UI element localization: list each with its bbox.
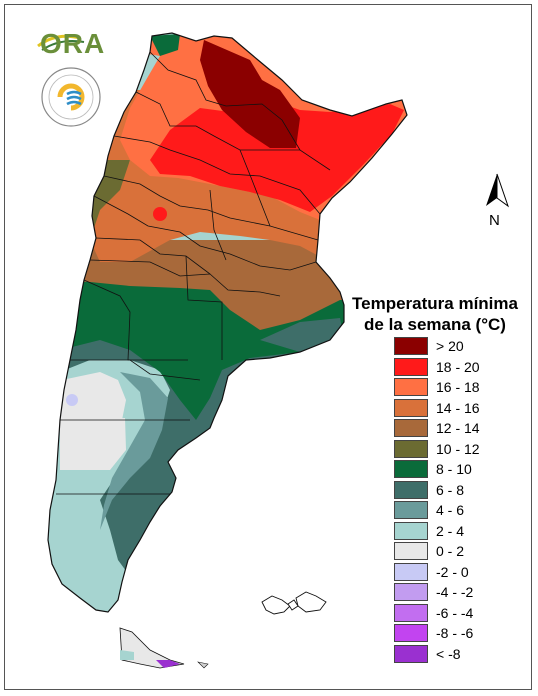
legend-swatch [394, 337, 428, 356]
legend-item: 6 - 8 [394, 480, 480, 501]
smn-seal-icon [41, 67, 101, 127]
legend-item: < -8 [394, 644, 480, 665]
legend-swatch [394, 378, 428, 397]
legend-swatch [394, 439, 428, 458]
legend-swatch [394, 480, 428, 499]
legend-label: < -8 [436, 645, 461, 662]
legend-item: 2 - 4 [394, 521, 480, 542]
legend-label: 14 - 16 [436, 399, 480, 416]
legend-item: -4 - -2 [394, 582, 480, 603]
ora-logo: ORA [36, 26, 106, 60]
legend-label: 4 - 6 [436, 502, 465, 519]
legend-label: -4 - -2 [436, 584, 474, 601]
ora-logo-text: ORA [40, 28, 106, 59]
north-label: N [489, 212, 500, 229]
legend-title-line1: Temperatura mínima [352, 294, 518, 313]
legend: > 20 18 - 20 16 - 18 14 - 16 12 - 14 10 - 12 8… [394, 336, 480, 664]
legend-label: -2 - 0 [436, 563, 469, 580]
legend-swatch [394, 624, 428, 643]
legend-item: 14 - 16 [394, 398, 480, 419]
legend-swatch [394, 460, 428, 479]
legend-item: 16 - 18 [394, 377, 480, 398]
legend-swatch [394, 644, 428, 663]
legend-label: 12 - 14 [436, 420, 480, 437]
legend-item: > 20 [394, 336, 480, 357]
legend-label: -6 - -4 [436, 604, 474, 621]
legend-label: 0 - 2 [436, 543, 465, 560]
ora-swoosh-icon [37, 34, 85, 51]
legend-swatch [394, 398, 428, 417]
legend-swatch [394, 419, 428, 438]
legend-item: 8 - 10 [394, 459, 480, 480]
legend-label: 2 - 4 [436, 522, 465, 539]
legend-swatch [394, 603, 428, 622]
legend-item: 12 - 14 [394, 418, 480, 439]
legend-title: Temperatura mínima de la semana (°C) [342, 293, 528, 335]
malvinas-islands [261, 591, 327, 615]
tierra-del-fuego [119, 627, 209, 669]
north-arrow-icon [486, 173, 509, 208]
legend-swatch [394, 542, 428, 561]
country-outline [47, 32, 408, 613]
legend-label: 16 - 18 [436, 379, 480, 396]
province-borders [56, 51, 331, 495]
legend-label: 18 - 20 [436, 358, 480, 375]
legend-label: 8 - 10 [436, 461, 472, 478]
legend-label: -8 - -6 [436, 625, 474, 642]
legend-item: 18 - 20 [394, 357, 480, 378]
legend-swatch [394, 357, 428, 376]
legend-item: 0 - 2 [394, 541, 480, 562]
legend-swatch [394, 501, 428, 520]
legend-item: 4 - 6 [394, 500, 480, 521]
legend-label: 6 - 8 [436, 481, 465, 498]
legend-item: -8 - -6 [394, 623, 480, 644]
legend-item: -6 - -4 [394, 603, 480, 624]
legend-title-line2: de la semana (°C) [364, 315, 506, 334]
north-arrow: N [482, 172, 512, 232]
legend-label: > 20 [436, 338, 464, 355]
legend-label: 10 - 12 [436, 440, 480, 457]
legend-item: -2 - 0 [394, 562, 480, 583]
legend-swatch [394, 521, 428, 540]
legend-swatch [394, 562, 428, 581]
legend-item: 10 - 12 [394, 439, 480, 460]
legend-swatch [394, 583, 428, 602]
